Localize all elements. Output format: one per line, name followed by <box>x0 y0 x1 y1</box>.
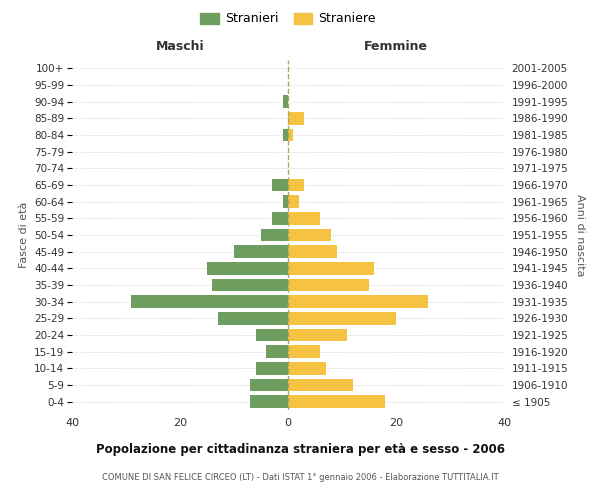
Bar <box>288 329 347 341</box>
Bar <box>288 262 374 274</box>
Bar <box>288 312 396 324</box>
Bar <box>288 128 293 141</box>
Bar <box>283 96 288 108</box>
Bar <box>272 212 288 224</box>
Text: COMUNE DI SAN FELICE CIRCEO (LT) - Dati ISTAT 1° gennaio 2006 - Elaborazione TUT: COMUNE DI SAN FELICE CIRCEO (LT) - Dati … <box>101 472 499 482</box>
Bar <box>207 262 288 274</box>
Bar <box>250 396 288 408</box>
Bar <box>261 229 288 241</box>
Bar <box>288 179 304 191</box>
Text: Femmine: Femmine <box>364 40 428 54</box>
Text: Maschi: Maschi <box>155 40 205 54</box>
Bar <box>283 128 288 141</box>
Bar <box>272 179 288 191</box>
Bar <box>256 362 288 374</box>
Bar <box>234 246 288 258</box>
Legend: Stranieri, Straniere: Stranieri, Straniere <box>196 8 380 29</box>
Y-axis label: Anni di nascita: Anni di nascita <box>575 194 585 276</box>
Bar <box>288 379 353 391</box>
Text: Popolazione per cittadinanza straniera per età e sesso - 2006: Popolazione per cittadinanza straniera p… <box>95 442 505 456</box>
Bar <box>212 279 288 291</box>
Bar <box>288 362 326 374</box>
Bar <box>283 196 288 208</box>
Bar <box>288 229 331 241</box>
Bar <box>288 196 299 208</box>
Bar <box>266 346 288 358</box>
Bar <box>288 246 337 258</box>
Bar <box>288 346 320 358</box>
Bar <box>218 312 288 324</box>
Bar <box>288 112 304 124</box>
Bar <box>131 296 288 308</box>
Bar <box>288 396 385 408</box>
Y-axis label: Fasce di età: Fasce di età <box>19 202 29 268</box>
Bar <box>288 296 428 308</box>
Bar <box>250 379 288 391</box>
Bar <box>288 279 369 291</box>
Bar <box>288 212 320 224</box>
Bar <box>256 329 288 341</box>
